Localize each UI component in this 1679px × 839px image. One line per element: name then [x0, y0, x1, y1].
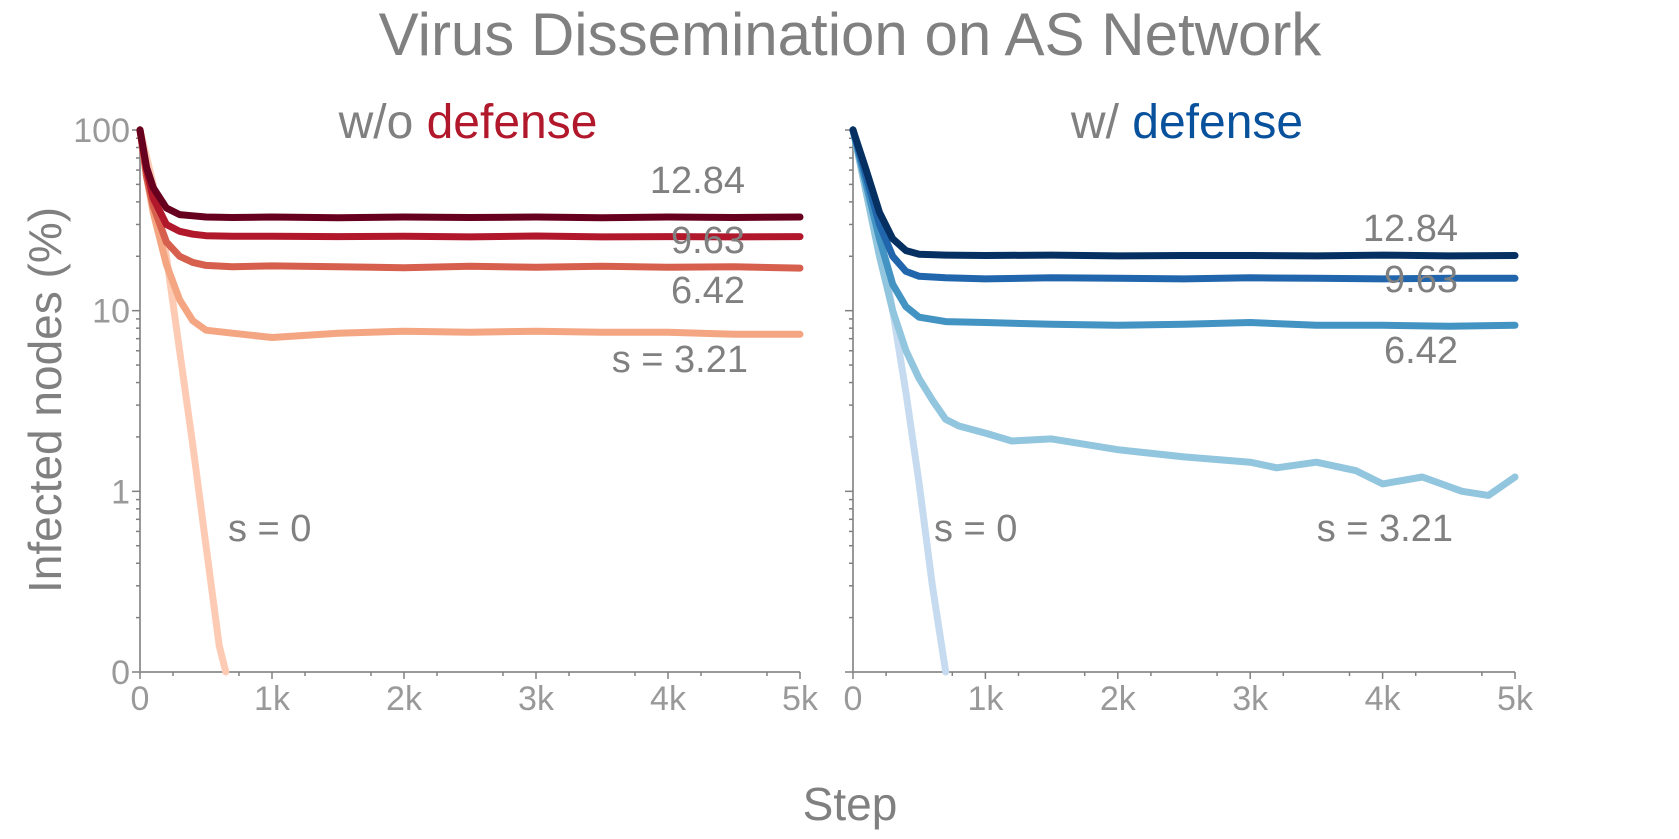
x-tick-label: 4k	[1365, 680, 1402, 718]
x-tick-label: 4k	[650, 680, 687, 718]
y-tick-label: 100	[73, 112, 130, 150]
series-line	[849, 126, 1519, 260]
series-label: s = 0	[934, 508, 1017, 550]
series-line	[136, 126, 804, 222]
series-line	[849, 126, 1519, 499]
series-line	[136, 126, 804, 241]
x-tick-label: 3k	[518, 680, 555, 718]
x-tick-label: 2k	[386, 680, 423, 718]
series-label: s = 3.21	[1317, 508, 1453, 550]
chart-panel-2: 0 1k 2k 3k 4k 5k w/ defense s = 0 s = 3.21 6.42 9.…	[844, 96, 1534, 718]
series-label: s = 0	[228, 508, 311, 550]
panel-title-part: w/o	[338, 96, 427, 149]
x-tick-label: 0	[131, 680, 150, 718]
series-line	[849, 126, 1519, 283]
x-tick-label: 0	[844, 680, 863, 718]
x-tick-label: 1k	[254, 680, 291, 718]
series-label: 12.84	[650, 160, 745, 202]
series-line	[849, 126, 1519, 330]
series-label: 9.63	[671, 220, 745, 262]
x-tick-label: 2k	[1100, 680, 1137, 718]
x-axis-label: Step	[803, 778, 898, 830]
panel-title-part: w/	[1070, 96, 1132, 149]
x-tick-label: 5k	[782, 680, 819, 718]
series-label: 12.84	[1363, 208, 1458, 250]
y-tick-label: 0	[111, 654, 130, 692]
series-label: s = 3.21	[612, 339, 748, 381]
panel-title-part: defense	[427, 96, 598, 149]
x-tick-label: 5k	[1497, 680, 1534, 718]
series-line	[136, 126, 804, 341]
series-label: 6.42	[1384, 330, 1458, 372]
series-label: 6.42	[671, 270, 745, 312]
panel-title: w/o defense	[338, 96, 598, 149]
panel-title: w/ defense	[1070, 96, 1303, 149]
y-axis-label: Infected nodes (%)	[19, 207, 71, 593]
y-tick-label: 10	[92, 293, 130, 331]
y-tick-label: 1	[111, 473, 130, 511]
x-tick-label: 3k	[1232, 680, 1269, 718]
x-tick-label: 1k	[967, 680, 1004, 718]
series-line	[136, 126, 804, 272]
figure-title: Virus Dissemination on AS Network	[379, 1, 1323, 68]
panel-title-part: defense	[1132, 96, 1303, 149]
series-label: 9.63	[1384, 259, 1458, 301]
chart-panels: 0 1k 2k 3k 4k 5k 0 1 10 100 w/o defense s = 0 s = 3.…	[73, 96, 1534, 718]
chart-panel-1: 0 1k 2k 3k 4k 5k 0 1 10 100 w/o defense s = 0 s = 3.…	[73, 96, 819, 718]
